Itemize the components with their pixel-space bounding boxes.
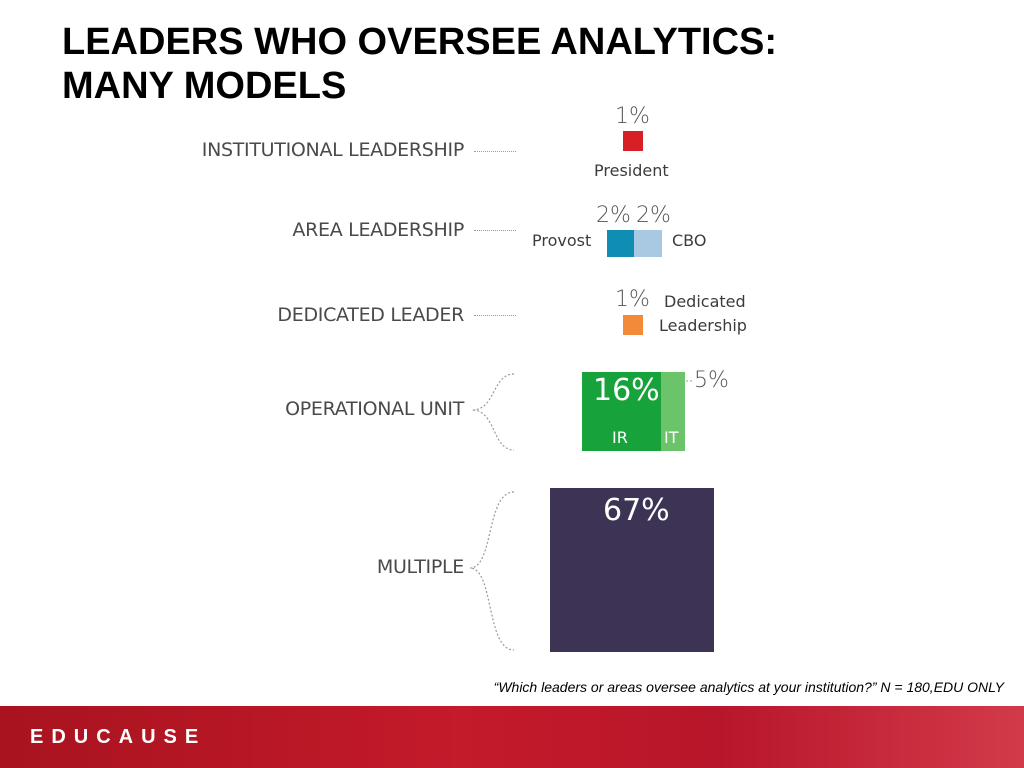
category-label-operational-unit: OPERATIONAL UNIT	[285, 398, 464, 420]
name-label-president: President	[594, 161, 669, 180]
value-label-ir: 16%	[593, 373, 660, 408]
category-leader-line	[474, 315, 516, 316]
category-leader-line	[474, 230, 516, 231]
value-label-president: 1%	[615, 104, 650, 129]
value-label-dedicated-leadership: 1%	[615, 287, 650, 312]
value-label-multiple: 67%	[603, 493, 670, 528]
bracket-connectors	[469, 373, 694, 651]
bar-multiple	[550, 488, 714, 652]
bar-president	[623, 131, 643, 151]
bracket-operational-unit	[471, 373, 515, 451]
educause-logo: EDUCAUSE	[30, 726, 207, 748]
category-label-multiple: MULTIPLE	[376, 556, 464, 578]
bar-it	[661, 372, 685, 451]
category-leader-line	[474, 151, 516, 152]
title-line-1: LEADERS WHO OVERSEE ANALYTICS:	[62, 21, 778, 63]
category-label-institutional-leadership: INSTITUTIONAL LEADERSHIP	[201, 139, 465, 161]
page-title: LEADERS WHO OVERSEE ANALYTICS: MANY MODE…	[62, 20, 962, 108]
value-label-it: 5%	[694, 368, 729, 393]
footer-bar: EDUCAUSE	[0, 706, 1024, 768]
bar-dedicated-leadership	[623, 315, 643, 335]
title-line-2: MANY MODELS	[62, 65, 347, 107]
bar-provost	[607, 230, 634, 257]
bar-cbo	[634, 230, 662, 257]
name-label-it: IT	[664, 428, 679, 447]
value-label-provost: 2%	[596, 203, 631, 228]
name-label-cbo: CBO	[672, 231, 707, 250]
name-label-provost: Provost	[532, 231, 592, 250]
name-label-ir: IR	[612, 428, 628, 447]
value-label-cbo: 2%	[636, 203, 671, 228]
name-label-dedicated-line-1: Dedicated	[664, 292, 746, 311]
category-label-area-leadership: AREA LEADERSHIP	[292, 219, 464, 241]
category-label-dedicated-leader: DEDICATED LEADER	[277, 304, 464, 326]
survey-footnote: “Which leaders or areas oversee analytic…	[493, 679, 1004, 695]
name-label-dedicated-line-2: Leadership	[659, 316, 747, 335]
bar-ir	[582, 372, 661, 451]
bracket-multiple	[469, 491, 515, 651]
